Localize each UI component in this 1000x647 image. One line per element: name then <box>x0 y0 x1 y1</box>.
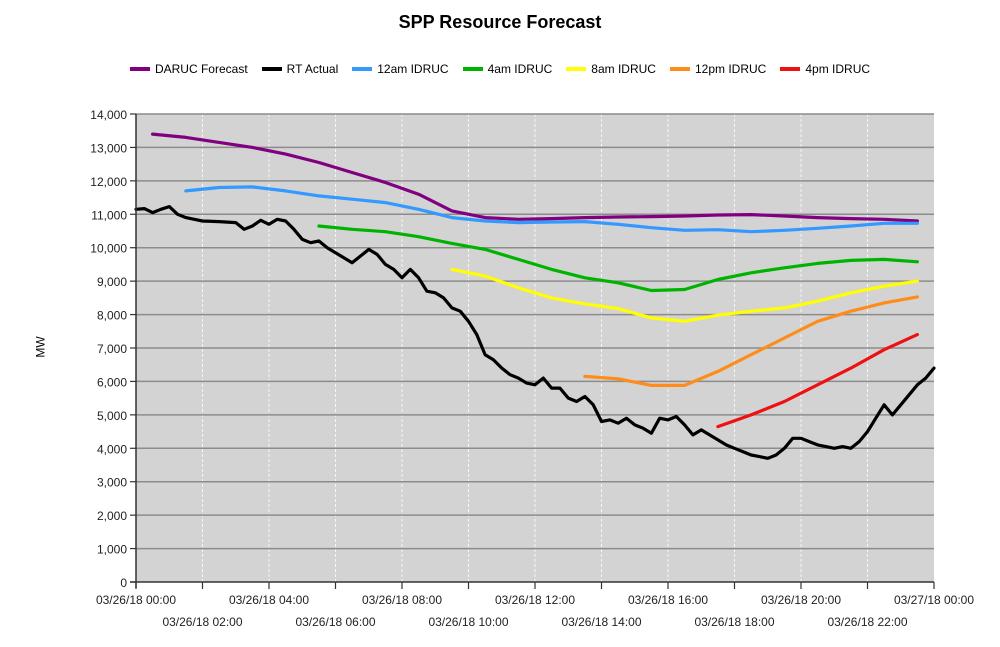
legend-swatch <box>462 67 483 71</box>
chart-title: SPP Resource Forecast <box>398 12 602 32</box>
legend-label: 12pm IDRUC <box>694 62 767 76</box>
legend-label: RT Actual <box>286 62 339 76</box>
series-line-12am-idruc <box>184 185 920 234</box>
x-tick-label: 03/26/18 22:00 <box>827 615 907 629</box>
legend-item: 8am IDRUC <box>566 62 656 76</box>
y-tick-label: 14,000 <box>90 108 127 122</box>
legend-label: DARUC Forecast <box>154 62 248 76</box>
x-tick-label: 03/26/18 02:00 <box>162 615 242 629</box>
y-tick-label: 3,000 <box>97 476 127 490</box>
y-tick-label: 8,000 <box>97 309 127 323</box>
legend-item: 4am IDRUC <box>462 62 553 76</box>
x-tick-label: 03/26/18 08:00 <box>362 593 442 607</box>
legend-swatch <box>780 67 801 71</box>
y-axis-ticks: 0 1,000 2,000 3,000 4,000 5,000 6,000 7,000 8,00… <box>90 108 136 590</box>
vertical-gridlines <box>202 114 868 582</box>
legend-label: 4am IDRUC <box>487 62 553 76</box>
x-tick-label: 03/26/18 14:00 <box>561 615 641 629</box>
legend-item: DARUC Forecast <box>129 62 248 76</box>
legend-label: 8am IDRUC <box>591 62 656 76</box>
legend-swatch <box>566 67 587 71</box>
legend-swatch <box>352 67 373 71</box>
legend: DARUC Forecast RT Actual 12am IDRUC 4am IDR… <box>0 62 1000 76</box>
series-line-4am-idruc <box>317 224 920 293</box>
axes <box>130 114 934 588</box>
series-line-daruc-forecast <box>151 132 920 223</box>
y-tick-label: 7,000 <box>97 342 127 356</box>
series-line-12pm-idruc <box>583 295 920 387</box>
x-tick-label: 03/26/18 20:00 <box>761 593 841 607</box>
series-line-8am-idruc <box>450 267 920 323</box>
legend-swatch <box>129 67 150 71</box>
y-tick-label: 11,000 <box>91 208 127 222</box>
horizontal-gridlines <box>136 113 934 550</box>
y-tick-label: 5,000 <box>97 409 127 423</box>
x-tick-label: 03/27/18 00:00 <box>894 593 974 607</box>
legend-item: 12am IDRUC <box>352 62 449 76</box>
y-tick-label: 2,000 <box>97 509 127 523</box>
y-tick-label: 9,000 <box>97 275 127 289</box>
legend-label: 4pm IDRUC <box>805 62 871 76</box>
y-tick-label: 12,000 <box>90 175 127 189</box>
legend-item: RT Actual <box>261 62 339 76</box>
y-tick-label: 10,000 <box>90 242 127 256</box>
y-tick-label: 13,000 <box>90 141 127 155</box>
legend-swatch <box>669 67 690 71</box>
y-tick-label: 6,000 <box>97 375 127 389</box>
x-tick-label: 03/26/18 12:00 <box>495 593 575 607</box>
legend-item: 4pm IDRUC <box>780 62 870 76</box>
x-tick-label: 03/26/18 04:00 <box>229 593 309 607</box>
legend-swatch <box>261 67 282 71</box>
series-line-rt-actual <box>134 205 936 460</box>
y-tick-label: 0 <box>120 576 127 590</box>
x-tick-label: 03/26/18 18:00 <box>694 615 774 629</box>
x-tick-label: 03/26/18 16:00 <box>628 593 708 607</box>
x-tick-label: 03/26/18 06:00 <box>295 615 375 629</box>
x-tick-label: 03/26/18 00:00 <box>96 593 176 607</box>
y-tick-label: 4,000 <box>97 442 127 456</box>
series-lines <box>134 132 936 460</box>
legend-item: 12pm IDRUC <box>669 62 767 76</box>
series-line-4pm-idruc <box>716 333 920 429</box>
x-tick-label: 03/26/18 10:00 <box>428 615 508 629</box>
x-axis-ticks: 03/26/18 00:00 03/26/18 02:00 03/26/18 04:… <box>96 582 974 629</box>
legend-label: 12am IDRUC <box>377 62 449 76</box>
y-tick-label: 1,000 <box>97 543 127 557</box>
